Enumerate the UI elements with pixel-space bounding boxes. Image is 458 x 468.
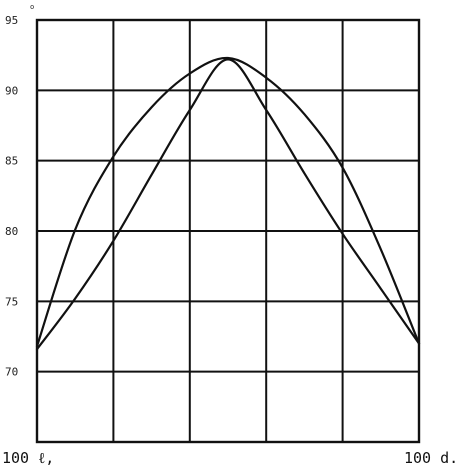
y-unit-mark: o (30, 3, 34, 11)
series-layer (35, 56, 421, 351)
y-tick-label: 70 (5, 366, 18, 379)
label-layer: 95 90 85 80 75 70 o 100 ℓ, 100 d. (2, 3, 458, 467)
y-tick-label: 80 (5, 225, 18, 238)
series-line-2 (35, 58, 421, 351)
y-tick-label: 85 (5, 155, 18, 168)
y-tick-label: 95 (5, 14, 18, 27)
y-tick-label: 75 (5, 295, 18, 308)
grid-layer (35, 18, 421, 444)
y-tick-label: 90 (5, 84, 18, 97)
x-tick-label-right: 100 d. (404, 449, 458, 467)
x-tick-label-left: 100 ℓ, (2, 449, 54, 467)
series-line-1 (35, 56, 421, 348)
